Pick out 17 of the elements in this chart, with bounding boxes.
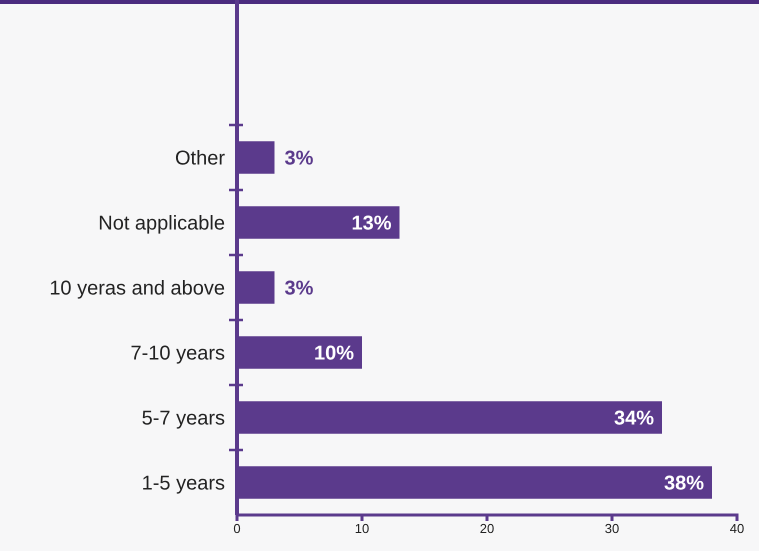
data-label: 10%	[314, 342, 354, 364]
data-label: 38%	[664, 472, 704, 494]
x-tick-label: 30	[604, 521, 620, 536]
y-tick-label: 7-10 years	[130, 342, 225, 364]
x-tick-label: 40	[730, 521, 744, 536]
y-tick-label: Not applicable	[98, 212, 225, 234]
data-label: 3%	[284, 148, 314, 170]
y-tick-label: Other	[174, 148, 226, 170]
data-label: 34%	[614, 408, 654, 430]
y-tick-label: 10 yeras and above	[49, 278, 225, 300]
y-tick-label: 5-7 years	[142, 408, 225, 430]
y-tick-label: 1-5 years	[142, 472, 225, 494]
data-label: 13%	[351, 212, 392, 234]
x-tick-label: 0	[233, 521, 241, 536]
x-tick-label: 10	[354, 521, 370, 536]
data-label: 3%	[284, 278, 314, 300]
x-tick-label: 20	[480, 521, 494, 536]
